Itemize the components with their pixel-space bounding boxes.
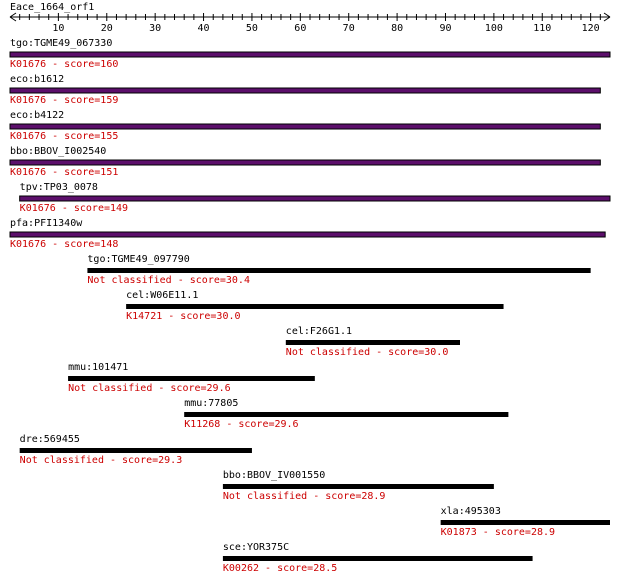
hit-label[interactable]: pfa:PFI1340w [10, 218, 83, 229]
ruler-tick-label: 120 [582, 23, 600, 34]
hit-score-text[interactable]: Not classified - score=29.3 [20, 455, 183, 466]
hit-row: mmu:101471 Not classified - score=29.6 [68, 362, 315, 394]
hit-alignment-bar[interactable] [19, 448, 252, 453]
hit-label[interactable]: tgo:TGME49_067330 [10, 38, 112, 49]
hit-row: sce:YOR375C K00262 - score=28.5 [222, 542, 533, 574]
hit-row: tgo:TGME49_097790 Not classified - score=… [87, 254, 591, 286]
hit-row: bbo:BBOV_I002540 K01676 - score=151 [9, 146, 601, 178]
hit-alignment-bar[interactable] [9, 51, 611, 58]
ruler-tick-label: 40 [198, 23, 210, 34]
ruler-tick-label: 80 [391, 23, 403, 34]
hit-score-text[interactable]: K01676 - score=151 [10, 167, 118, 178]
ruler-tick-label: 110 [533, 23, 551, 34]
hit-score-text[interactable]: Not classified - score=29.6 [68, 383, 231, 394]
hit-score-text[interactable]: K11268 - score=29.6 [184, 419, 298, 430]
ruler-tick-label: 10 [52, 23, 64, 34]
hit-label[interactable]: dre:569455 [20, 434, 80, 445]
query-title: Eace_1664_orf1 [10, 2, 94, 13]
hit-alignment-bar[interactable] [126, 304, 504, 309]
hit-label[interactable]: tgo:TGME49_097790 [87, 254, 189, 265]
hit-row: pfa:PFI1340w K01676 - score=148 [9, 218, 606, 250]
hit-score-text[interactable]: Not classified - score=30.0 [286, 347, 449, 358]
hit-row: tpv:TP03_0078 K01676 - score=149 [19, 182, 611, 214]
hit-score-text[interactable]: K01676 - score=155 [10, 131, 118, 142]
hit-label[interactable]: cel:F26G1.1 [286, 326, 352, 337]
hit-alignment-bar[interactable] [9, 87, 601, 94]
hit-row: bbo:BBOV_IV001550 Not classified - score=… [222, 470, 494, 502]
hit-label[interactable]: cel:W06E11.1 [126, 290, 198, 301]
hit-alignment-bar[interactable] [184, 412, 509, 417]
ruler-right-arrow [603, 12, 611, 22]
ruler-left-arrow [9, 12, 17, 22]
hit-label[interactable]: sce:YOR375C [223, 542, 289, 553]
hit-alignment-bar[interactable] [9, 231, 606, 238]
ruler-tick-label: 70 [343, 23, 355, 34]
hit-score-text[interactable]: Not classified - score=30.4 [87, 275, 250, 286]
hit-score-text[interactable]: K01676 - score=148 [10, 239, 118, 250]
hit-row: xla:495303 K01873 - score=28.9 [440, 506, 610, 538]
hit-alignment-bar[interactable] [87, 268, 591, 273]
hit-label[interactable]: bbo:BBOV_I002540 [10, 146, 106, 157]
hit-label[interactable]: mmu:101471 [68, 362, 128, 373]
hit-label[interactable]: xla:495303 [441, 506, 501, 517]
ruler-tick-label: 50 [246, 23, 258, 34]
hit-score-text[interactable]: Not classified - score=28.9 [223, 491, 386, 502]
ruler-tick-label: 20 [101, 23, 113, 34]
hit-score-text[interactable]: K00262 - score=28.5 [223, 563, 337, 574]
hit-score-text[interactable]: K01676 - score=159 [10, 95, 118, 106]
ruler-tick-label: 30 [149, 23, 161, 34]
hit-alignment-bar[interactable] [9, 123, 601, 130]
hit-score-text[interactable]: K14721 - score=30.0 [126, 311, 240, 322]
hit-alignment-bar[interactable] [285, 340, 460, 345]
hit-label[interactable]: mmu:77805 [184, 398, 238, 409]
ruler-tick-label: 60 [294, 23, 306, 34]
hit-label[interactable]: bbo:BBOV_IV001550 [223, 470, 325, 481]
hit-score-text[interactable]: K01676 - score=149 [20, 203, 128, 214]
ruler-tick-label: 90 [439, 23, 451, 34]
hit-score-text[interactable]: K01873 - score=28.9 [441, 527, 555, 538]
hit-alignment-bar[interactable] [68, 376, 315, 381]
ruler-axis: 10 20 30 40 50 60 70 80 90 100 110 120 [9, 12, 611, 34]
hit-label[interactable]: eco:b4122 [10, 110, 64, 121]
hit-alignment-bar[interactable] [222, 484, 494, 489]
hit-alignment-bar[interactable] [440, 520, 610, 525]
hit-alignment-bar[interactable] [222, 556, 533, 561]
hit-list: tgo:TGME49_067330 K01676 - score=160 eco:b… [9, 38, 611, 574]
ruler-tick-label: 100 [485, 23, 503, 34]
hit-row: mmu:77805 K11268 - score=29.6 [184, 398, 509, 430]
hit-alignment-bar[interactable] [19, 195, 611, 202]
hit-row: cel:F26G1.1 Not classified - score=30.0 [285, 326, 460, 358]
hit-label[interactable]: eco:b1612 [10, 74, 64, 85]
hit-row: eco:b4122 K01676 - score=155 [9, 110, 601, 142]
hit-row: dre:569455 Not classified - score=29.3 [19, 434, 252, 466]
hit-row: cel:W06E11.1 K14721 - score=30.0 [126, 290, 504, 322]
hit-score-text[interactable]: K01676 - score=160 [10, 59, 118, 70]
hit-alignment-bar[interactable] [9, 159, 601, 166]
hit-row: tgo:TGME49_067330 K01676 - score=160 [9, 38, 611, 70]
hit-label[interactable]: tpv:TP03_0078 [20, 182, 98, 193]
hit-row: eco:b1612 K01676 - score=159 [9, 74, 601, 106]
